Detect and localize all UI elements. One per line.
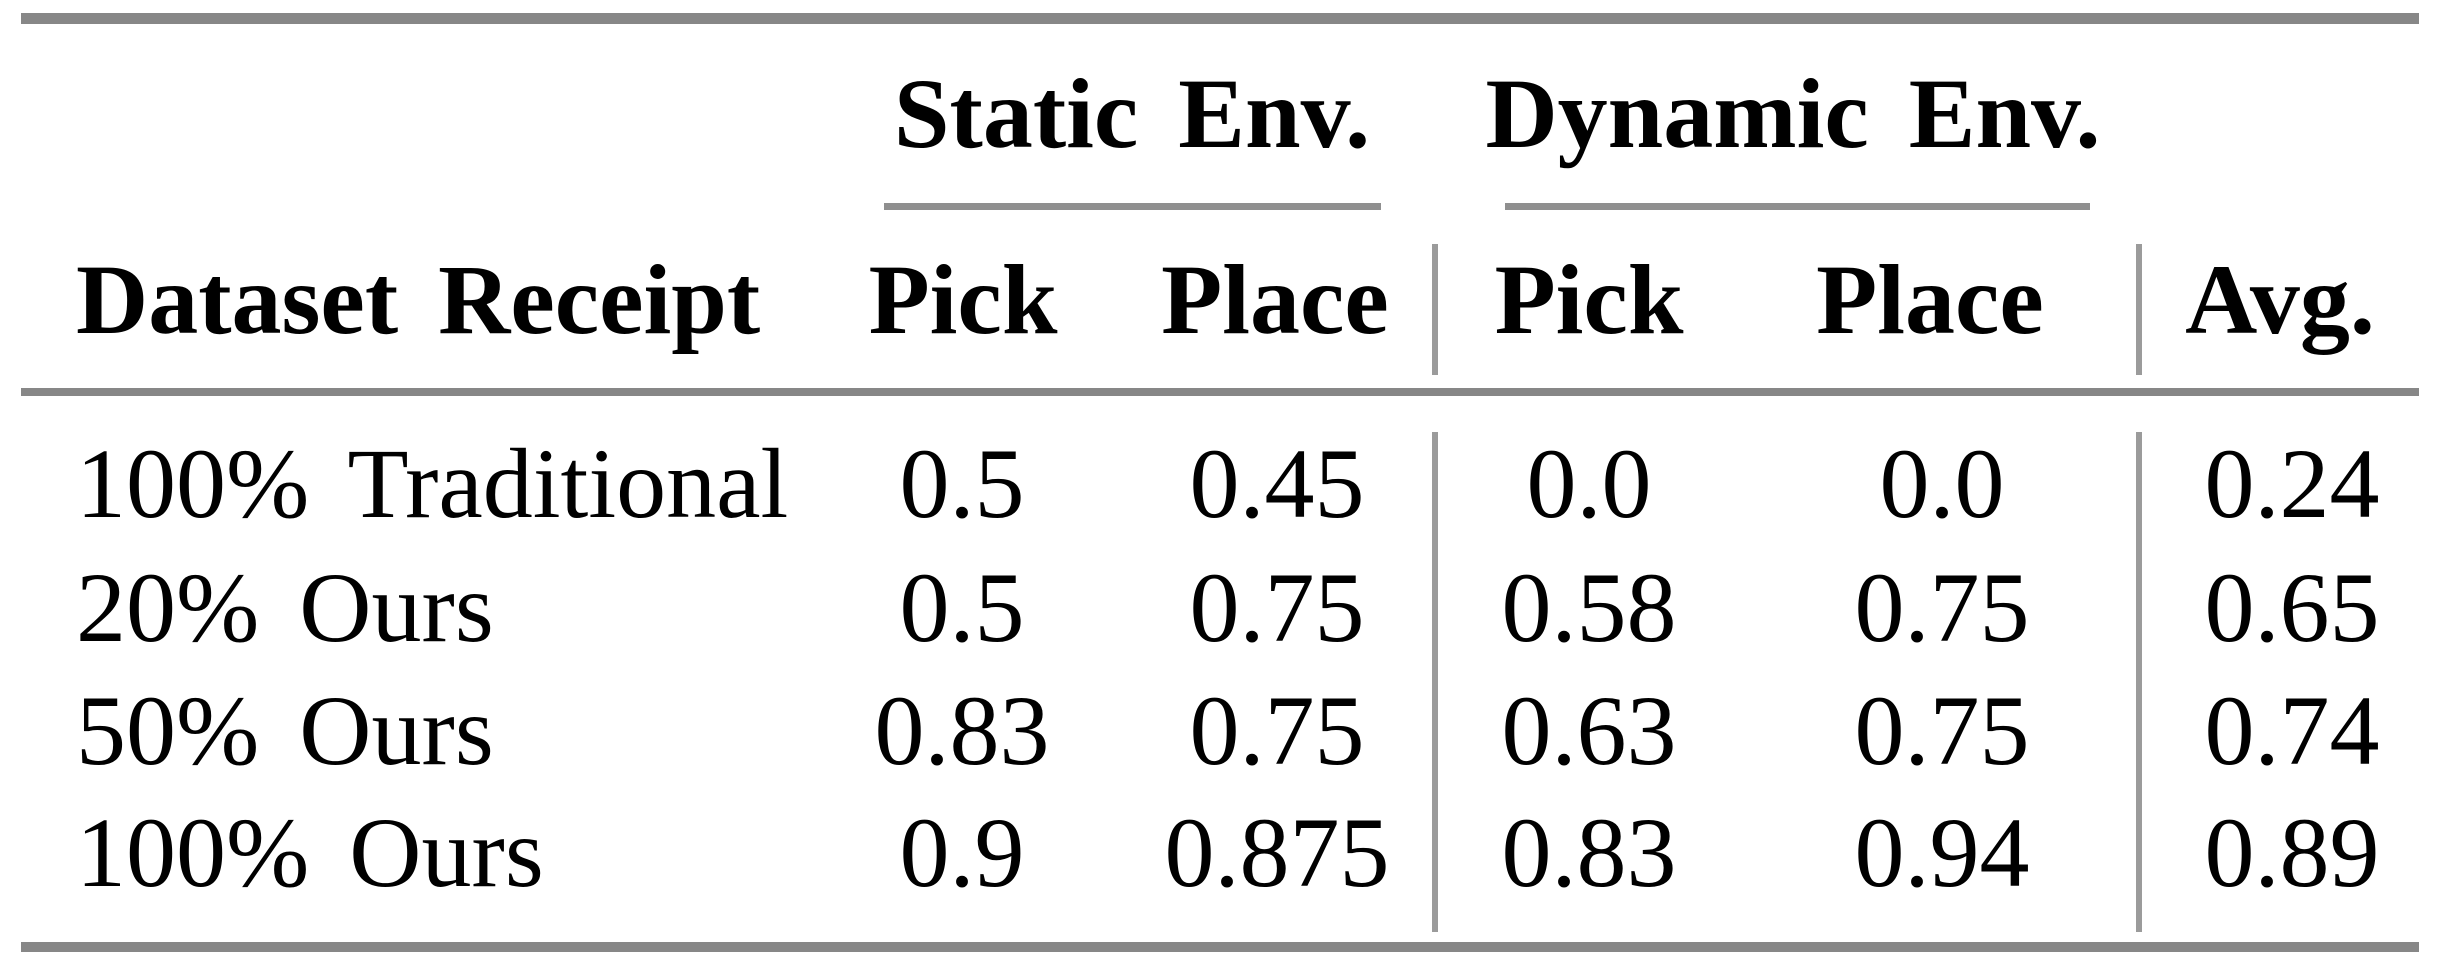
header-dynamic-pick: Pick <box>1494 244 1684 355</box>
cell-dynamic-pick: 0.0 <box>1526 428 1652 539</box>
cell-static-place: 0.75 <box>1189 675 1365 786</box>
cell-dynamic-place: 0.0 <box>1879 428 2005 539</box>
cell-static-place: 0.875 <box>1164 797 1390 908</box>
header-bottom-rule <box>21 388 2419 396</box>
cell-avg: 0.65 <box>2204 552 2380 663</box>
column-group-static-env: Static Env. <box>893 58 1371 169</box>
cmidrule-dynamic-env <box>1505 203 2090 210</box>
cell-static-pick: 0.5 <box>899 552 1025 663</box>
separator-dynamic-avg-header <box>2136 244 2142 375</box>
cell-dynamic-pick: 0.83 <box>1501 797 1677 908</box>
cell-avg: 0.24 <box>2204 428 2380 539</box>
header-static-pick: Pick <box>868 244 1058 355</box>
cell-static-pick: 0.9 <box>899 797 1025 908</box>
column-group-dynamic-env: Dynamic Env. <box>1485 58 2101 169</box>
separator-static-dynamic-header <box>1432 244 1438 375</box>
row-label: 100% Traditional <box>76 428 789 539</box>
row-label: 20% Ours <box>76 552 494 663</box>
header-dynamic-place: Place <box>1816 244 2044 355</box>
cell-dynamic-pick: 0.63 <box>1501 675 1677 786</box>
separator-dynamic-avg-body <box>2136 432 2142 932</box>
cell-static-pick: 0.5 <box>899 428 1025 539</box>
row-label: 100% Ours <box>76 797 544 908</box>
row-label: 50% Ours <box>76 675 494 786</box>
cell-dynamic-place: 0.75 <box>1854 552 2030 663</box>
separator-static-dynamic-body <box>1432 432 1438 932</box>
cell-avg: 0.89 <box>2204 797 2380 908</box>
cell-static-place: 0.45 <box>1189 428 1365 539</box>
header-avg: Avg. <box>2185 244 2375 355</box>
cell-static-pick: 0.83 <box>874 675 1050 786</box>
cell-dynamic-place: 0.94 <box>1854 797 2030 908</box>
cell-static-place: 0.75 <box>1189 552 1365 663</box>
cell-dynamic-pick: 0.58 <box>1501 552 1677 663</box>
header-static-place: Place <box>1161 244 1389 355</box>
cell-dynamic-place: 0.75 <box>1854 675 2030 786</box>
cell-avg: 0.74 <box>2204 675 2380 786</box>
bottom-rule <box>21 942 2419 952</box>
header-dataset-receipt: Dataset Receipt <box>76 244 761 355</box>
top-rule <box>21 13 2419 24</box>
cmidrule-static-env <box>884 203 1381 210</box>
